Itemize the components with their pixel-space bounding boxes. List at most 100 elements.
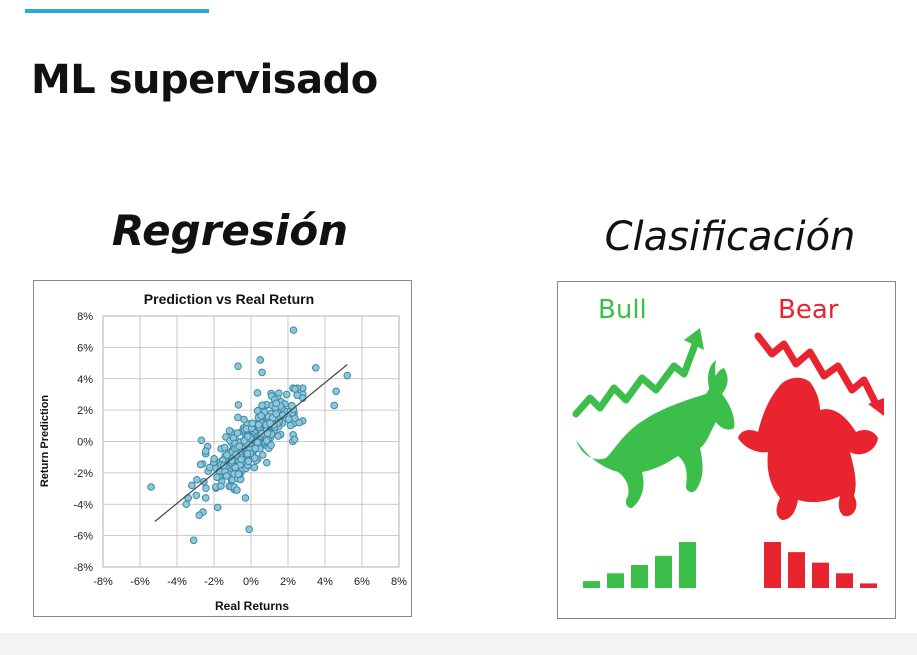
up-arrow-icon bbox=[572, 328, 704, 418]
data-point bbox=[244, 457, 253, 466]
data-point bbox=[295, 418, 303, 427]
data-point bbox=[206, 463, 214, 472]
data-point bbox=[222, 472, 231, 480]
bull-icon bbox=[576, 360, 735, 508]
data-point bbox=[262, 436, 271, 445]
data-point bbox=[293, 391, 301, 400]
classification-panel: Bull Bear bbox=[557, 281, 896, 619]
x-tick-label: 0% bbox=[243, 576, 259, 588]
data-point bbox=[240, 436, 248, 445]
y-tick-label: -6% bbox=[73, 531, 93, 543]
bull-bar-chart bbox=[583, 542, 696, 588]
y-axis-ticks: 8% 6% 4% 2% 0% -2% -4% -6% -8% bbox=[73, 311, 93, 574]
data-point bbox=[147, 483, 155, 491]
data-point bbox=[243, 449, 252, 458]
data-point bbox=[258, 368, 266, 377]
data-point bbox=[254, 420, 263, 429]
y-axis-label: Return Prediction bbox=[39, 395, 51, 488]
down-arrow-icon bbox=[754, 332, 884, 416]
data-point bbox=[234, 401, 243, 409]
data-point bbox=[240, 415, 248, 424]
data-point bbox=[225, 426, 234, 435]
y-tick-label: 0% bbox=[77, 437, 93, 449]
chart-title: Prediction vs Real Return bbox=[144, 291, 314, 307]
data-point bbox=[253, 389, 262, 397]
bear-bar bbox=[812, 562, 829, 588]
data-point bbox=[233, 486, 241, 494]
data-point bbox=[245, 525, 253, 534]
data-point bbox=[290, 435, 299, 444]
data-point bbox=[272, 409, 280, 418]
data-point bbox=[251, 444, 260, 453]
data-point bbox=[217, 482, 225, 490]
regression-heading: Regresión bbox=[111, 206, 349, 255]
bear-bar bbox=[788, 552, 805, 588]
data-point bbox=[330, 401, 339, 410]
bear-bar bbox=[836, 573, 853, 588]
data-point bbox=[291, 385, 299, 393]
bull-bear-illustration: Bull Bear bbox=[572, 295, 884, 588]
data-point bbox=[237, 455, 246, 464]
data-point bbox=[311, 363, 320, 372]
slide-title: ML supervisado bbox=[31, 57, 378, 103]
data-point bbox=[241, 494, 250, 502]
data-point bbox=[196, 460, 205, 469]
data-point bbox=[256, 356, 265, 364]
data-point bbox=[289, 326, 298, 334]
data-point bbox=[193, 475, 201, 484]
bull-label: Bull bbox=[598, 295, 647, 325]
chart-grid bbox=[102, 315, 400, 568]
data-point bbox=[182, 500, 191, 509]
data-point bbox=[210, 454, 218, 463]
x-tick-label: 6% bbox=[354, 576, 370, 588]
data-point bbox=[257, 412, 265, 420]
bear-bar bbox=[764, 542, 781, 588]
classification-heading: Clasificación bbox=[604, 214, 856, 260]
data-point bbox=[274, 432, 282, 440]
bull-bar bbox=[607, 573, 624, 588]
data-point bbox=[195, 511, 203, 520]
data-point bbox=[282, 390, 291, 399]
bottom-strip bbox=[0, 633, 917, 655]
bear-bar bbox=[860, 583, 877, 588]
data-point bbox=[250, 463, 259, 472]
data-point bbox=[223, 451, 231, 459]
bear-icon bbox=[738, 377, 878, 520]
bull-bar bbox=[655, 555, 672, 588]
x-tick-label: 2% bbox=[280, 576, 296, 588]
data-point bbox=[258, 451, 267, 459]
data-point bbox=[201, 494, 210, 502]
data-point bbox=[188, 481, 196, 490]
x-tick-label: -2% bbox=[204, 576, 224, 588]
x-axis-label: Real Returns bbox=[215, 599, 289, 613]
data-point bbox=[189, 536, 198, 545]
data-point bbox=[343, 371, 352, 380]
x-tick-label: -6% bbox=[130, 576, 150, 588]
y-tick-label: 8% bbox=[77, 311, 93, 323]
bull-bar bbox=[679, 542, 696, 588]
bull-bar bbox=[631, 565, 648, 588]
x-tick-label: -4% bbox=[167, 576, 187, 588]
data-point bbox=[213, 503, 222, 512]
y-tick-label: 6% bbox=[77, 342, 93, 354]
data-point bbox=[272, 399, 281, 408]
bull-bar bbox=[583, 581, 600, 588]
y-tick-label: 2% bbox=[77, 405, 93, 417]
data-point bbox=[258, 401, 266, 410]
data-point bbox=[250, 454, 259, 462]
data-point bbox=[201, 447, 210, 456]
data-point bbox=[284, 415, 293, 423]
data-point bbox=[197, 436, 206, 445]
trend-line bbox=[154, 364, 348, 522]
y-tick-label: 4% bbox=[77, 374, 93, 386]
data-point bbox=[213, 473, 221, 481]
data-point bbox=[248, 419, 257, 428]
bear-bar-chart bbox=[764, 542, 877, 588]
y-tick-label: -4% bbox=[73, 499, 93, 511]
data-point bbox=[192, 491, 201, 500]
data-point bbox=[233, 429, 242, 437]
data-point bbox=[266, 419, 274, 428]
x-tick-label: 8% bbox=[391, 576, 407, 588]
data-point bbox=[262, 458, 271, 467]
data-point bbox=[220, 443, 229, 452]
